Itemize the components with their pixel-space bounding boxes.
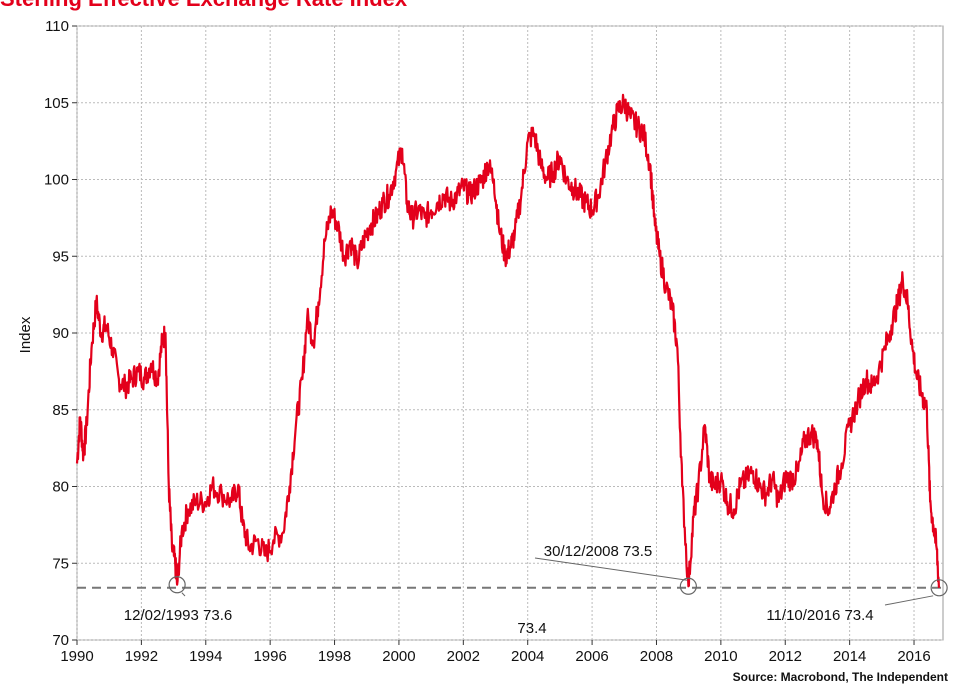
y-tick-label: 80 — [52, 479, 69, 496]
y-axis: 70 75 80 85 90 95 100 105 110 — [44, 18, 77, 649]
reference-line-group: 73.4 — [77, 586, 943, 637]
y-tick-label: 70 — [52, 632, 69, 649]
y-axis-label: Index — [17, 316, 34, 353]
annotation-leader — [181, 592, 186, 597]
y-tick-label: 110 — [45, 18, 69, 35]
x-tick-label: 2014 — [833, 648, 866, 665]
x-tick-label: 2002 — [447, 648, 480, 665]
annotation-label: 11/10/2016 73.4 — [766, 607, 873, 624]
annotation-label: 30/12/2008 73.5 — [544, 543, 652, 560]
y-tick-label: 90 — [52, 325, 69, 342]
x-axis: 1990 1992 1994 1996 1998 2000 2002 2004 2006 2008… — [60, 640, 931, 665]
annotations: 12/02/1993 73.6 30/12/2008 73.5 11/10/2016… — [124, 543, 948, 624]
source-note: Source: Macrobond, The Independent — [732, 670, 948, 684]
y-tick-label: 100 — [44, 172, 69, 189]
x-tick-label: 2008 — [640, 648, 673, 665]
x-tick-label: 2016 — [897, 648, 930, 665]
x-tick-label: 1998 — [318, 648, 351, 665]
annotation-leader — [534, 557, 688, 581]
chart-title: Sterling Effective Exchange Rate Index — [0, 0, 407, 12]
y-tick-label: 85 — [52, 402, 69, 419]
x-tick-label: 2010 — [704, 648, 737, 665]
x-tick-label: 1996 — [253, 648, 286, 665]
y-tick-label: 95 — [52, 248, 69, 265]
x-tick-label: 2004 — [511, 648, 544, 665]
series-line — [75, 93, 941, 589]
reference-line-label: 73.4 — [517, 620, 546, 637]
y-tick-label: 75 — [52, 555, 69, 572]
annotation-leader — [884, 595, 934, 606]
annotation-marker — [930, 579, 948, 597]
x-tick-label: 1992 — [125, 648, 158, 665]
x-tick-label: 2000 — [382, 648, 415, 665]
annotation-label: 12/02/1993 73.6 — [124, 607, 232, 624]
x-tick-label: 2006 — [575, 648, 608, 665]
x-tick-label: 1990 — [60, 648, 93, 665]
y-tick-label: 105 — [44, 95, 69, 112]
x-tick-label: 2012 — [769, 648, 802, 665]
annotation-marker — [168, 576, 186, 594]
x-tick-label: 1994 — [189, 648, 222, 665]
annotation-marker — [679, 577, 697, 595]
